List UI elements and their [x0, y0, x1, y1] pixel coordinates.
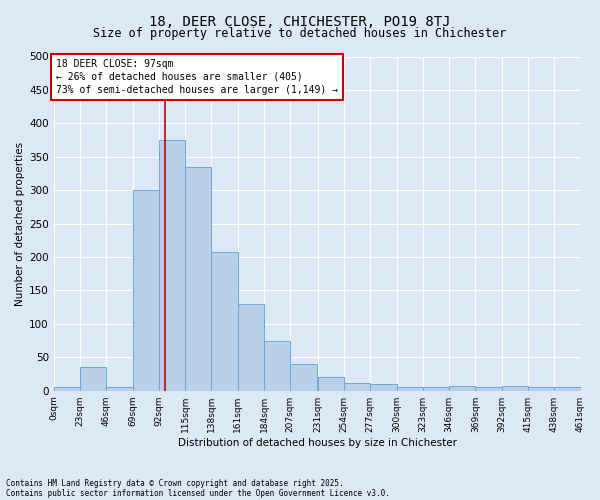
Text: Size of property relative to detached houses in Chichester: Size of property relative to detached ho… [94, 28, 506, 40]
Text: 18 DEER CLOSE: 97sqm
← 26% of detached houses are smaller (405)
73% of semi-deta: 18 DEER CLOSE: 97sqm ← 26% of detached h… [56, 58, 338, 95]
Bar [211, 252, 238, 390]
Bar [475, 388, 502, 390]
Bar [528, 388, 554, 390]
Bar [80, 368, 106, 390]
Bar [106, 388, 133, 390]
Bar [397, 388, 423, 390]
Bar [264, 340, 290, 390]
Bar [502, 386, 528, 390]
Text: 18, DEER CLOSE, CHICHESTER, PO19 8TJ: 18, DEER CLOSE, CHICHESTER, PO19 8TJ [149, 15, 451, 29]
Y-axis label: Number of detached properties: Number of detached properties [15, 142, 25, 306]
Bar [318, 378, 344, 390]
Bar [54, 388, 80, 390]
Bar [449, 386, 475, 390]
Bar [370, 384, 397, 390]
Bar [159, 140, 185, 390]
Text: Contains public sector information licensed under the Open Government Licence v3: Contains public sector information licen… [6, 488, 390, 498]
Bar [290, 364, 317, 390]
Text: Contains HM Land Registry data © Crown copyright and database right 2025.: Contains HM Land Registry data © Crown c… [6, 478, 344, 488]
Bar [185, 167, 211, 390]
Bar [133, 190, 159, 390]
Bar [344, 382, 370, 390]
X-axis label: Distribution of detached houses by size in Chichester: Distribution of detached houses by size … [178, 438, 457, 448]
Bar [238, 304, 264, 390]
Bar [423, 388, 449, 390]
Bar [554, 388, 581, 390]
